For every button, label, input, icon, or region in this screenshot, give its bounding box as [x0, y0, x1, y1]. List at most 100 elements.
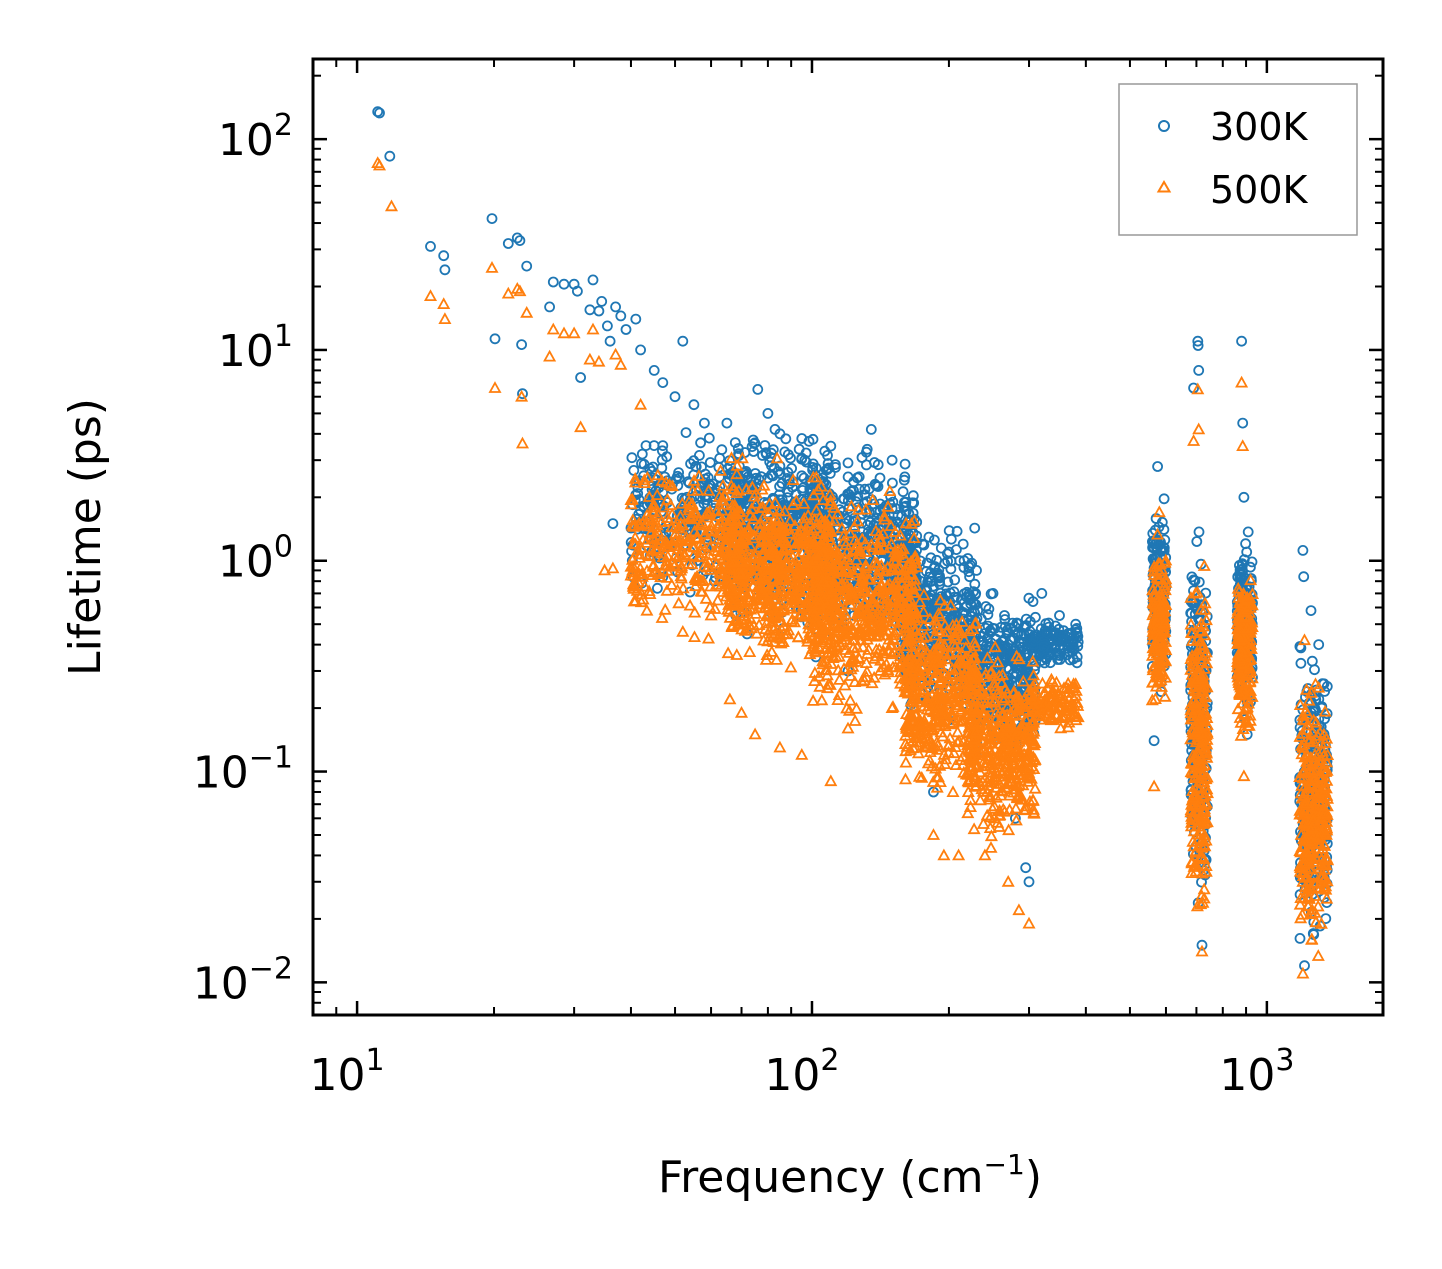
data-point-300K: [1036, 588, 1048, 599]
data-point-300K: [963, 566, 975, 578]
data-point-300K: [762, 472, 774, 484]
data-point-300K: [859, 483, 871, 495]
data-point-500K: [898, 772, 913, 785]
data-point-300K: [950, 600, 962, 612]
data-point-300K: [602, 320, 613, 332]
data-point-300K: [1313, 639, 1325, 650]
data-point-300K: [949, 574, 961, 586]
data-point-300K: [558, 278, 570, 290]
data-point-300K: [696, 461, 707, 473]
data-point-300K: [740, 497, 751, 509]
data-point-300K: [630, 313, 642, 325]
data-point-300K: [842, 471, 854, 483]
data-point-300K: [922, 576, 933, 588]
data-point-300K: [786, 462, 797, 474]
data-point-300K: [923, 531, 935, 543]
data-point-300K: [1297, 545, 1309, 556]
data-point-500K: [730, 648, 744, 660]
data-point-300K: [945, 563, 957, 575]
data-point-300K: [884, 498, 896, 510]
data-point-300K: [1193, 526, 1205, 538]
data-point-300K: [628, 464, 640, 476]
data-point-300K: [1237, 417, 1249, 429]
data-point-300K: [1238, 491, 1250, 503]
data-point-300K: [896, 510, 908, 522]
data-point-300K: [604, 335, 616, 347]
data-point-300K: [439, 264, 451, 276]
data-point-300K: [842, 488, 854, 500]
data-point-300K: [652, 582, 663, 594]
data-point-300K: [962, 553, 974, 564]
data-point-300K: [929, 561, 941, 572]
data-point-300K: [1193, 364, 1205, 376]
data-point-300K: [969, 578, 981, 590]
data-point-300K: [703, 432, 715, 444]
data-point-300K: [830, 461, 841, 473]
data-point-500K: [658, 602, 672, 615]
data-point-300K: [721, 417, 733, 429]
data-point-300K: [944, 587, 956, 599]
data-point-300K: [785, 452, 796, 464]
data-point-300K: [694, 449, 705, 461]
data-point-300K: [1191, 536, 1203, 547]
data-point-300K: [669, 391, 681, 403]
data-point-300K: [1298, 571, 1310, 583]
data-point-500K: [676, 581, 690, 594]
data-point-300K: [934, 575, 945, 587]
data-point-300K: [677, 335, 689, 347]
data-point-300K: [620, 324, 632, 335]
data-point-300K: [685, 458, 696, 470]
data-point-300K: [544, 301, 555, 313]
data-point-300K: [765, 447, 777, 459]
data-point-500K: [791, 630, 805, 643]
data-point-500K: [842, 703, 856, 716]
data-point-300K: [870, 506, 882, 518]
data-point-300K: [1148, 735, 1160, 747]
data-point-500K: [813, 679, 827, 692]
data-point-300K: [934, 572, 946, 584]
data-point-300K: [752, 383, 764, 395]
data-point-300K: [694, 481, 705, 493]
data-point-300K: [865, 423, 877, 435]
data-point-300K: [825, 440, 837, 452]
data-point-300K: [486, 213, 498, 225]
data-point-300K: [748, 446, 759, 457]
data-point-500K: [843, 693, 857, 706]
data-point-300K: [647, 461, 659, 473]
data-point-300K: [635, 344, 646, 356]
data-point-300K: [657, 445, 668, 457]
data-point-500K: [815, 693, 829, 706]
data-point-300K: [796, 470, 808, 482]
data-point-300K: [1054, 610, 1065, 621]
data-point-300K: [425, 240, 436, 252]
data-point-300K: [632, 488, 644, 499]
data-point-300K: [798, 472, 810, 484]
data-point-500K: [721, 646, 735, 659]
data-point-300K: [729, 437, 741, 449]
data-point-300K: [1152, 461, 1163, 472]
data-point-500K: [848, 675, 862, 687]
data-point-300K: [856, 452, 868, 463]
data-point-300K: [547, 276, 559, 288]
data-point-300K: [610, 301, 621, 313]
data-point-300K: [636, 448, 648, 460]
data-point-500K: [701, 631, 716, 644]
data-point-300K: [842, 457, 854, 469]
data-point-300K: [1305, 605, 1317, 616]
data-point-300K: [897, 486, 909, 498]
data-point-300K: [865, 516, 876, 528]
data-point-300K: [799, 454, 811, 466]
data-point-300K: [704, 457, 716, 468]
data-point-300K: [780, 433, 792, 445]
data-point-300K: [907, 490, 919, 502]
data-point-300K: [502, 238, 514, 249]
data-point-300K: [640, 440, 652, 452]
data-point-300K: [951, 525, 963, 537]
data-point-300K: [584, 304, 596, 316]
data-point-300K: [762, 407, 774, 419]
data-point-300K: [983, 603, 995, 615]
data-point-300K: [756, 471, 767, 483]
data-point-300K: [925, 552, 937, 564]
